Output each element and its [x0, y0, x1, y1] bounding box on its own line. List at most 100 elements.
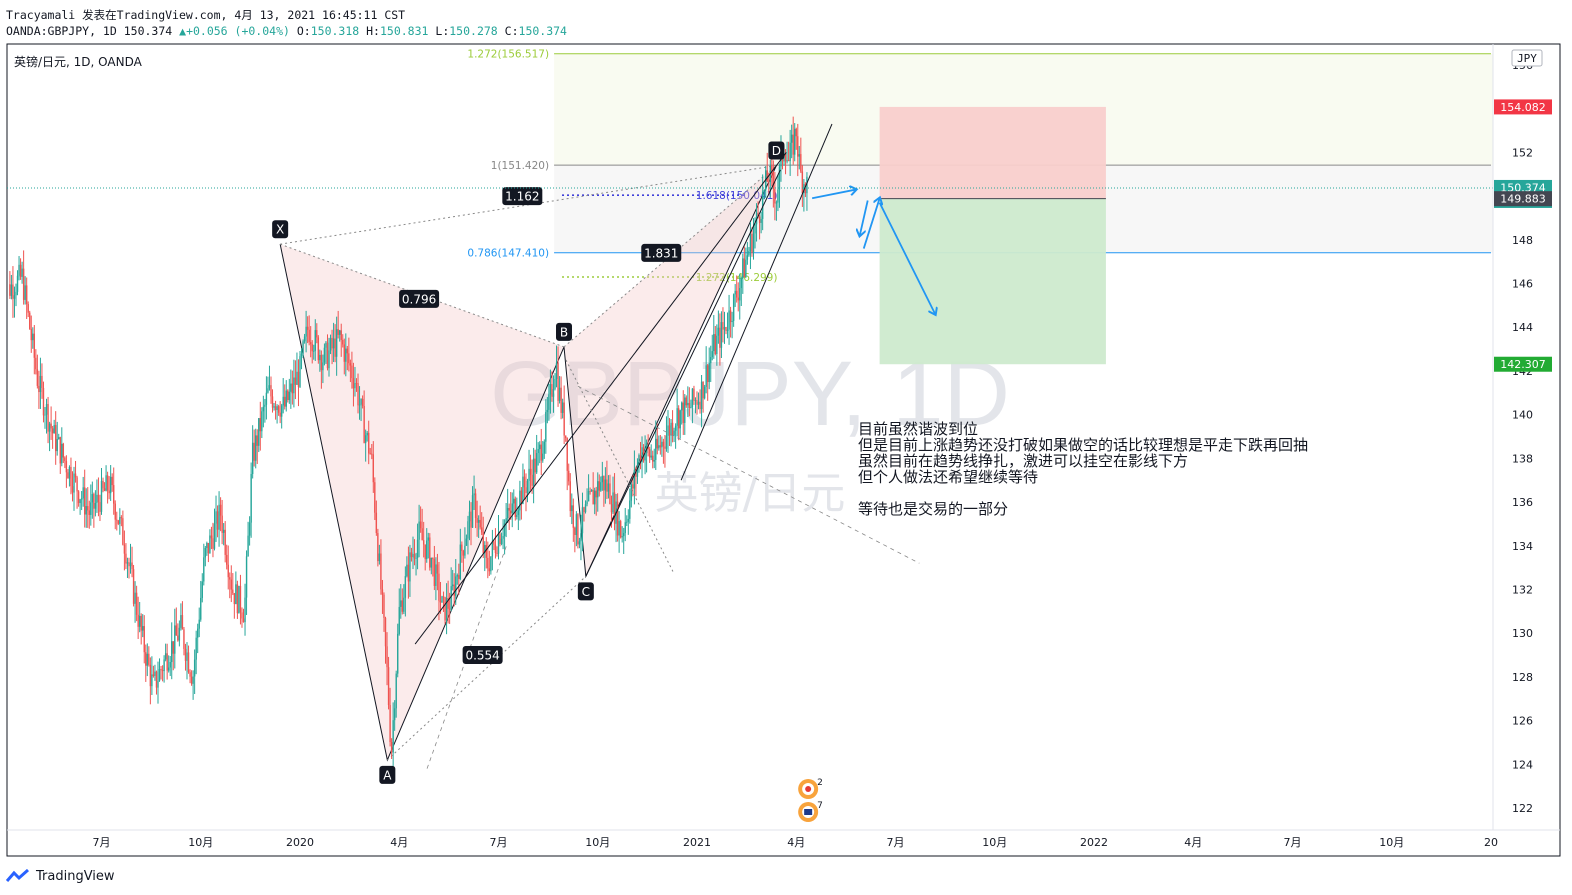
candle-body-44: [76, 477, 78, 492]
candle-body-177: [279, 412, 281, 417]
event-badges[interactable]: 27: [798, 778, 823, 822]
candle-body-450: [696, 400, 698, 405]
candle-body-443: [685, 397, 688, 406]
candle-body-400: [619, 521, 622, 538]
candle-body-516: [797, 136, 799, 157]
candle-body-432: [668, 425, 671, 436]
candle-body-511: [789, 142, 791, 162]
candle-body-120: [192, 676, 194, 684]
stop-loss-zone[interactable]: [879, 106, 1106, 199]
candle-body-125: [200, 597, 202, 620]
candle-body-117: [187, 652, 190, 673]
candle-body-457: [706, 365, 709, 383]
candle-body-28: [51, 428, 54, 434]
time-tick-10: 2022: [1080, 836, 1108, 849]
time-tick-12: 7月: [1284, 836, 1302, 849]
short-position-tool[interactable]: [879, 106, 1106, 365]
annotation-text[interactable]: 目前虽然谐波到位但是目前上涨趋势还没打破如果做空的话比较理想是平走下跌再回抽虽然…: [858, 420, 1308, 518]
candle-body-126: [201, 581, 203, 598]
candle-body-346: [537, 449, 539, 454]
candle-body-16: [33, 333, 36, 358]
candle-body-5: [16, 275, 19, 292]
candle-body-291: [453, 584, 455, 596]
annotation-line-0: 目前虽然谐波到位: [858, 420, 978, 438]
projection-arrow-2[interactable]: [860, 200, 869, 235]
candle-body-399: [618, 521, 620, 536]
candle-body-361: [560, 387, 562, 413]
time-axis[interactable]: 7月 10月 2020 4月 7月 10月 2021 4月 7月 10月 2022 4月 7月 10月 20: [7, 829, 1560, 849]
candle-body-158: [250, 473, 252, 523]
projection-arrow-3[interactable]: [862, 198, 880, 249]
candle-body-317: [493, 541, 495, 545]
candle-body-10: [24, 285, 26, 300]
candle-body-409: [633, 469, 636, 489]
candle-body-415: [642, 447, 645, 461]
candle-body-280: [436, 564, 439, 574]
candle-body-206: [323, 347, 326, 363]
pattern-point-label-d: D: [772, 144, 781, 158]
trend-lines[interactable]: [414, 123, 920, 769]
candle-body-363: [563, 402, 565, 436]
candle-body-308: [479, 519, 481, 528]
candle-body-522: [806, 176, 808, 194]
candle-body-45: [77, 491, 80, 504]
candle-body-427: [661, 441, 663, 448]
candle-body-221: [346, 348, 349, 354]
projection-arrow-4[interactable]: [878, 202, 936, 314]
projection-arrow-1[interactable]: [811, 190, 856, 200]
candle-body-18: [36, 369, 39, 386]
candle-body-224: [351, 365, 353, 379]
trend-line-mid[interactable]: [585, 169, 781, 577]
candle-body-108: [174, 625, 176, 654]
candle-body-191: [300, 353, 303, 357]
take-profit-zone[interactable]: [879, 198, 1106, 365]
high-value: 150.831: [379, 24, 429, 38]
candle-body-127: [203, 557, 205, 582]
candle-body-80: [131, 562, 133, 570]
candle-body-451: [697, 401, 700, 405]
candle-body-64: [106, 475, 109, 491]
price-tick-130: 130: [1512, 627, 1533, 640]
harmonic-pattern[interactable]: [279, 165, 777, 762]
candle-body-435: [673, 430, 675, 436]
price-tick-140: 140: [1512, 409, 1533, 422]
candle-body-298: [464, 545, 466, 556]
price-axis[interactable]: 1221241261281301321341361381401421441461…: [1492, 44, 1533, 830]
candle-body-162: [256, 435, 258, 446]
candle-body-66: [109, 476, 112, 494]
projection-arrows[interactable]: [811, 190, 936, 315]
candle-body-304: [473, 493, 475, 496]
candle-body-281: [438, 573, 440, 601]
candle-body-467: [722, 322, 724, 330]
time-tick-14: 20: [1484, 836, 1498, 849]
candle-body-470: [726, 329, 729, 331]
candle-body-269: [419, 521, 422, 529]
candle-body-88: [143, 626, 145, 653]
candle-body-245: [383, 594, 385, 618]
candle-body-292: [455, 576, 457, 596]
annotation-line-1: 但是目前上涨趋势还没打破如果做空的话比较理想是平走下跌再回抽: [858, 436, 1308, 454]
candle-body-479: [740, 278, 742, 289]
candle-body-514: [794, 128, 796, 155]
candle-body-187: [294, 377, 297, 385]
close-label: C:: [504, 24, 519, 38]
candle-body-360: [558, 387, 561, 401]
candle-body-322: [500, 538, 503, 545]
candle-body-33: [59, 437, 61, 464]
candle-body-288: [448, 608, 451, 610]
candle-body-347: [539, 444, 541, 450]
candle-body-449: [694, 400, 697, 401]
candle-body-168: [265, 392, 268, 405]
price-label-bg-3: [1494, 356, 1552, 372]
uk-flag-icon: [804, 809, 813, 815]
candle-body-43: [74, 473, 77, 478]
currency-badge[interactable]: JPY: [1511, 49, 1543, 67]
candle-body-483: [746, 255, 749, 260]
candle-body-294: [458, 575, 460, 579]
pattern-ratio-badge-3: [641, 243, 682, 262]
candle-body-186: [293, 377, 295, 394]
candle-body-7: [19, 264, 22, 277]
trend-line-lower[interactable]: [680, 123, 833, 481]
watermark-name: 英镑/日元: [655, 468, 846, 519]
